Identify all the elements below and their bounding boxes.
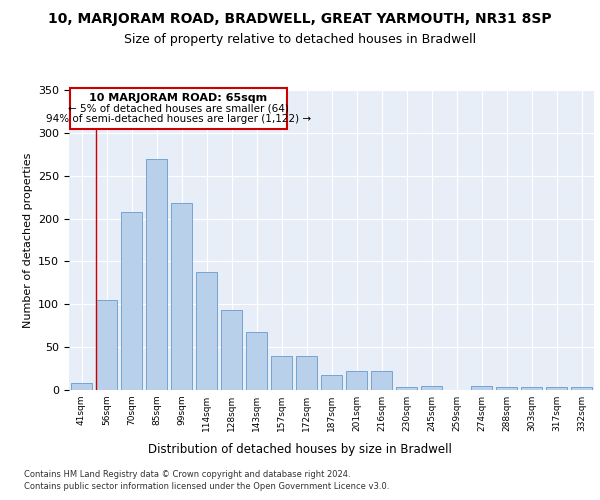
Text: 10, MARJORAM ROAD, BRADWELL, GREAT YARMOUTH, NR31 8SP: 10, MARJORAM ROAD, BRADWELL, GREAT YARMO… [48, 12, 552, 26]
Bar [271, 356, 292, 390]
Bar [221, 310, 242, 390]
Bar [521, 388, 542, 390]
Bar [471, 386, 492, 390]
Bar [371, 371, 392, 390]
Text: Contains public sector information licensed under the Open Government Licence v3: Contains public sector information licen… [24, 482, 389, 491]
Bar [346, 371, 367, 390]
Bar [146, 158, 167, 390]
Bar [496, 388, 517, 390]
Text: Contains HM Land Registry data © Crown copyright and database right 2024.: Contains HM Land Registry data © Crown c… [24, 470, 350, 479]
Y-axis label: Number of detached properties: Number of detached properties [23, 152, 32, 328]
Bar [296, 356, 317, 390]
Bar [71, 383, 92, 390]
Bar [121, 212, 142, 390]
Text: Size of property relative to detached houses in Bradwell: Size of property relative to detached ho… [124, 32, 476, 46]
Bar [571, 388, 592, 390]
Bar [421, 386, 442, 390]
Text: ← 5% of detached houses are smaller (64): ← 5% of detached houses are smaller (64) [68, 104, 289, 114]
Text: 10 MARJORAM ROAD: 65sqm: 10 MARJORAM ROAD: 65sqm [89, 92, 268, 102]
Text: Distribution of detached houses by size in Bradwell: Distribution of detached houses by size … [148, 442, 452, 456]
Bar [321, 374, 342, 390]
Bar [196, 272, 217, 390]
Bar [246, 332, 267, 390]
Text: 94% of semi-detached houses are larger (1,122) →: 94% of semi-detached houses are larger (… [46, 114, 311, 124]
Bar [396, 388, 417, 390]
Bar [546, 388, 567, 390]
Bar [171, 203, 192, 390]
Bar [96, 300, 117, 390]
FancyBboxPatch shape [70, 88, 287, 128]
